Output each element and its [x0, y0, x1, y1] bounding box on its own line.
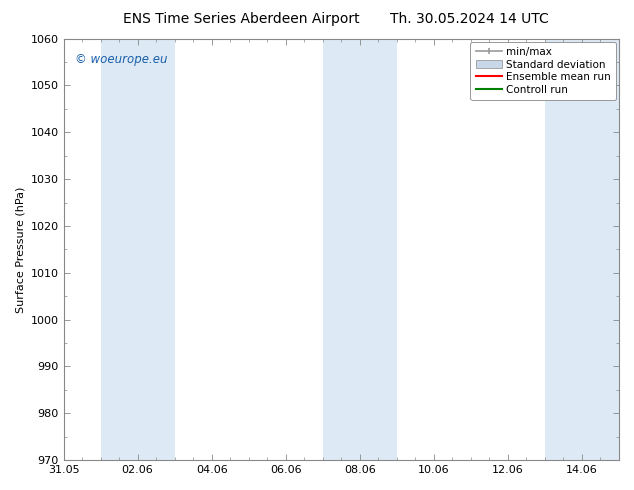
- Y-axis label: Surface Pressure (hPa): Surface Pressure (hPa): [15, 186, 25, 313]
- Bar: [545, 39, 619, 460]
- Bar: [323, 39, 397, 460]
- Legend: min/max, Standard deviation, Ensemble mean run, Controll run: min/max, Standard deviation, Ensemble me…: [470, 42, 616, 100]
- Bar: [101, 39, 174, 460]
- Text: © woeurope.eu: © woeurope.eu: [75, 53, 167, 66]
- Text: ENS Time Series Aberdeen Airport: ENS Time Series Aberdeen Airport: [122, 12, 359, 26]
- Text: Th. 30.05.2024 14 UTC: Th. 30.05.2024 14 UTC: [390, 12, 548, 26]
